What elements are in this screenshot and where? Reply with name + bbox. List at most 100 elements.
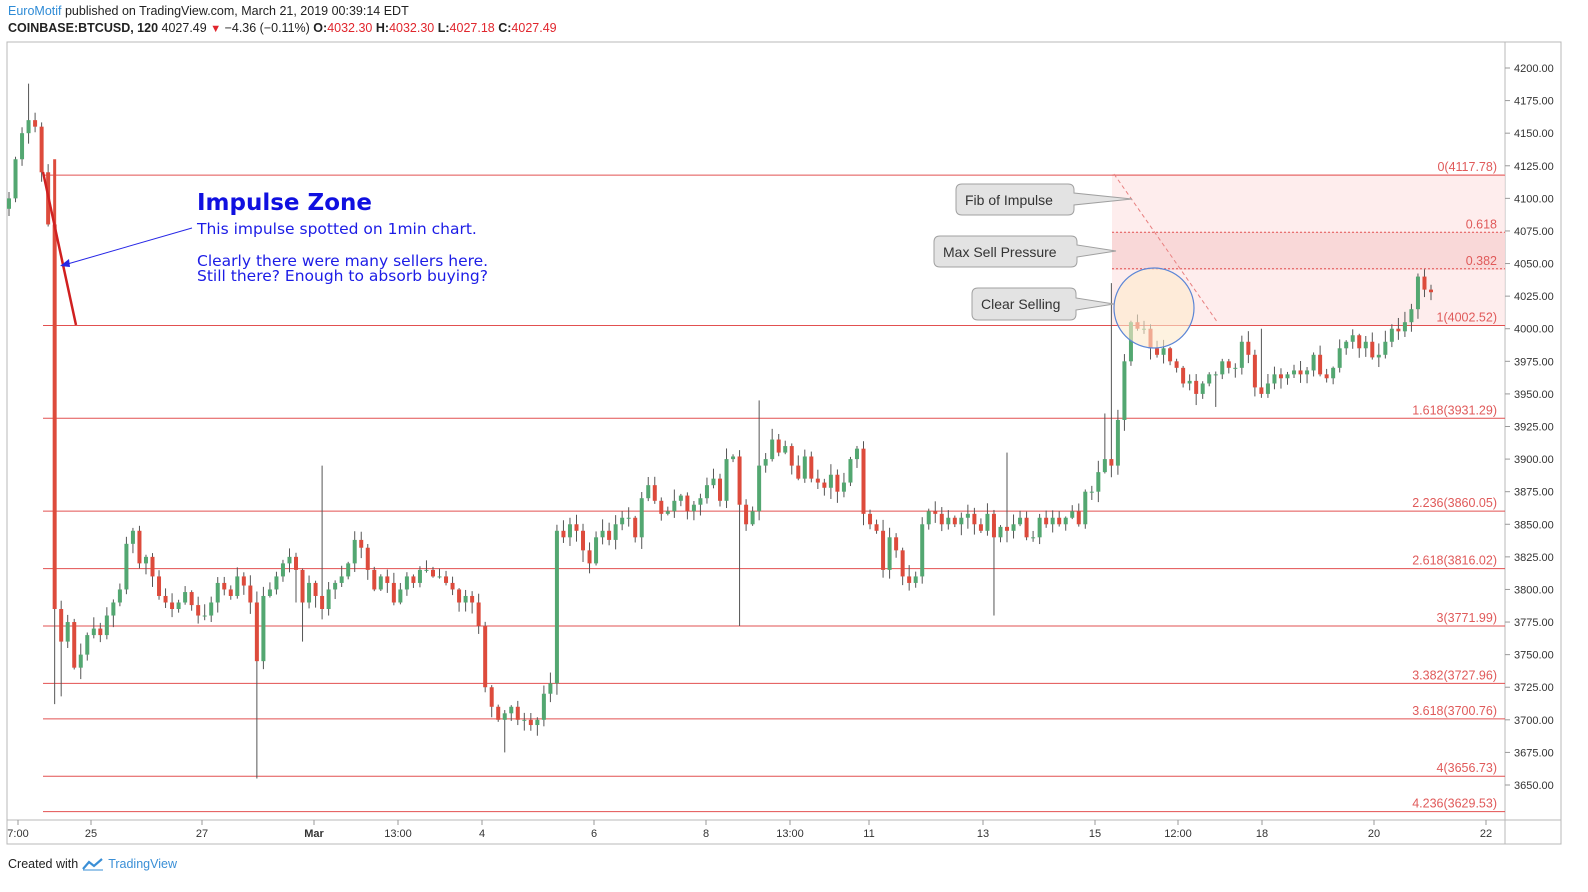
candle-body[interactable] bbox=[215, 582, 220, 603]
candle-body[interactable] bbox=[841, 482, 846, 492]
candle-body[interactable] bbox=[1128, 322, 1133, 362]
candle-body[interactable] bbox=[111, 602, 116, 616]
candle-body[interactable] bbox=[887, 537, 892, 570]
candle-body[interactable] bbox=[91, 628, 96, 636]
candle-body[interactable] bbox=[483, 625, 488, 688]
callout-clear-selling[interactable]: Clear Selling bbox=[971, 287, 1115, 321]
candle-body[interactable] bbox=[150, 556, 155, 577]
candle-body[interactable] bbox=[946, 517, 951, 525]
candle-body[interactable] bbox=[763, 459, 768, 466]
candle-body[interactable] bbox=[678, 495, 683, 501]
candle-body[interactable] bbox=[1083, 491, 1088, 525]
candle-body[interactable] bbox=[1226, 361, 1231, 368]
author-link[interactable]: EuroMotif bbox=[8, 4, 62, 18]
candle-body[interactable] bbox=[626, 517, 631, 519]
candle-body[interactable] bbox=[202, 615, 207, 617]
candle-body[interactable] bbox=[672, 500, 677, 512]
candle-body[interactable] bbox=[567, 524, 572, 538]
candle-body[interactable] bbox=[861, 448, 866, 514]
candle-body[interactable] bbox=[835, 474, 840, 492]
candle-body[interactable] bbox=[985, 513, 990, 531]
candle-body[interactable] bbox=[294, 556, 299, 570]
candle-body[interactable] bbox=[1265, 383, 1270, 394]
candle-body[interactable] bbox=[639, 498, 644, 538]
candle-body[interactable] bbox=[620, 517, 625, 525]
candle-body[interactable] bbox=[554, 530, 559, 684]
candle-body[interactable] bbox=[1024, 517, 1029, 538]
candle-body[interactable] bbox=[913, 576, 918, 583]
candle-body[interactable] bbox=[1187, 380, 1192, 384]
candle-body[interactable] bbox=[1344, 341, 1349, 349]
candle-body[interactable] bbox=[104, 615, 109, 636]
candle-body[interactable] bbox=[600, 530, 605, 538]
candle-body[interactable] bbox=[920, 524, 925, 577]
candle-body[interactable] bbox=[1155, 348, 1160, 355]
candle-body[interactable] bbox=[346, 563, 351, 577]
candle-body[interactable] bbox=[959, 517, 964, 525]
candle-body[interactable] bbox=[1011, 524, 1016, 531]
candle-body[interactable] bbox=[137, 530, 142, 564]
candle-body[interactable] bbox=[496, 706, 501, 720]
candle-body[interactable] bbox=[274, 576, 279, 590]
candle-body[interactable] bbox=[1109, 459, 1114, 466]
candle-body[interactable] bbox=[209, 602, 214, 616]
candle-body[interactable] bbox=[1161, 348, 1166, 355]
candle-body[interactable] bbox=[183, 592, 188, 603]
candle-body[interactable] bbox=[1376, 354, 1381, 358]
candle-body[interactable] bbox=[391, 582, 396, 603]
candle-body[interactable] bbox=[952, 517, 957, 525]
candle-body[interactable] bbox=[1076, 511, 1081, 525]
candle-body[interactable] bbox=[124, 543, 129, 590]
callout-fib-of-impulse[interactable]: Fib of Impulse bbox=[955, 183, 1133, 216]
candle-body[interactable] bbox=[1174, 361, 1179, 368]
candle-body[interactable] bbox=[978, 524, 983, 531]
candle-body[interactable] bbox=[404, 576, 409, 590]
candle-body[interactable] bbox=[430, 569, 435, 577]
candle-body[interactable] bbox=[691, 504, 696, 512]
candle-body[interactable] bbox=[372, 569, 377, 590]
candle-body[interactable] bbox=[718, 478, 722, 501]
candle-body[interactable] bbox=[287, 556, 292, 564]
candle-body[interactable] bbox=[1005, 526, 1010, 531]
candle-body[interactable] bbox=[1207, 374, 1212, 384]
candle-body[interactable] bbox=[1331, 367, 1336, 379]
candle-body[interactable] bbox=[222, 582, 227, 590]
candle-body[interactable] bbox=[333, 582, 338, 590]
candle-body[interactable] bbox=[744, 504, 749, 525]
candle-body[interactable] bbox=[535, 719, 540, 726]
candle-body[interactable] bbox=[1096, 472, 1101, 492]
candle-body[interactable] bbox=[59, 609, 64, 642]
candle-body[interactable] bbox=[613, 524, 618, 540]
candle-body[interactable] bbox=[117, 589, 122, 603]
candle-body[interactable] bbox=[39, 126, 44, 173]
candle-body[interactable] bbox=[998, 526, 1003, 538]
candle-body[interactable] bbox=[1318, 354, 1323, 375]
candle-body[interactable] bbox=[939, 513, 944, 525]
candle-body[interactable] bbox=[1396, 328, 1401, 332]
candle-body[interactable] bbox=[907, 576, 912, 583]
candle-body[interactable] bbox=[170, 602, 175, 610]
candle-body[interactable] bbox=[1357, 335, 1362, 349]
candle-body[interactable] bbox=[1115, 419, 1120, 466]
candle-body[interactable] bbox=[515, 706, 520, 720]
candle-body[interactable] bbox=[1181, 367, 1186, 384]
candle-body[interactable] bbox=[868, 513, 873, 525]
candle-body[interactable] bbox=[509, 706, 514, 714]
candle-body[interactable] bbox=[1213, 374, 1218, 376]
candle-body[interactable] bbox=[437, 576, 442, 578]
candle-body[interactable] bbox=[522, 719, 527, 721]
candle-body[interactable] bbox=[1037, 517, 1042, 538]
candle-body[interactable] bbox=[476, 602, 481, 626]
candle-body[interactable] bbox=[417, 569, 422, 583]
candle-body[interactable] bbox=[254, 602, 259, 662]
candle-body[interactable] bbox=[163, 595, 168, 603]
candle-body[interactable] bbox=[398, 589, 403, 603]
candle-body[interactable] bbox=[502, 713, 507, 720]
candle-body[interactable] bbox=[991, 513, 996, 538]
candle-body[interactable] bbox=[750, 511, 755, 525]
candle-body[interactable] bbox=[228, 589, 233, 596]
candle-body[interactable] bbox=[241, 576, 246, 586]
candle-body[interactable] bbox=[1292, 370, 1297, 375]
candle-body[interactable] bbox=[1285, 374, 1290, 379]
candle-body[interactable] bbox=[815, 478, 820, 483]
